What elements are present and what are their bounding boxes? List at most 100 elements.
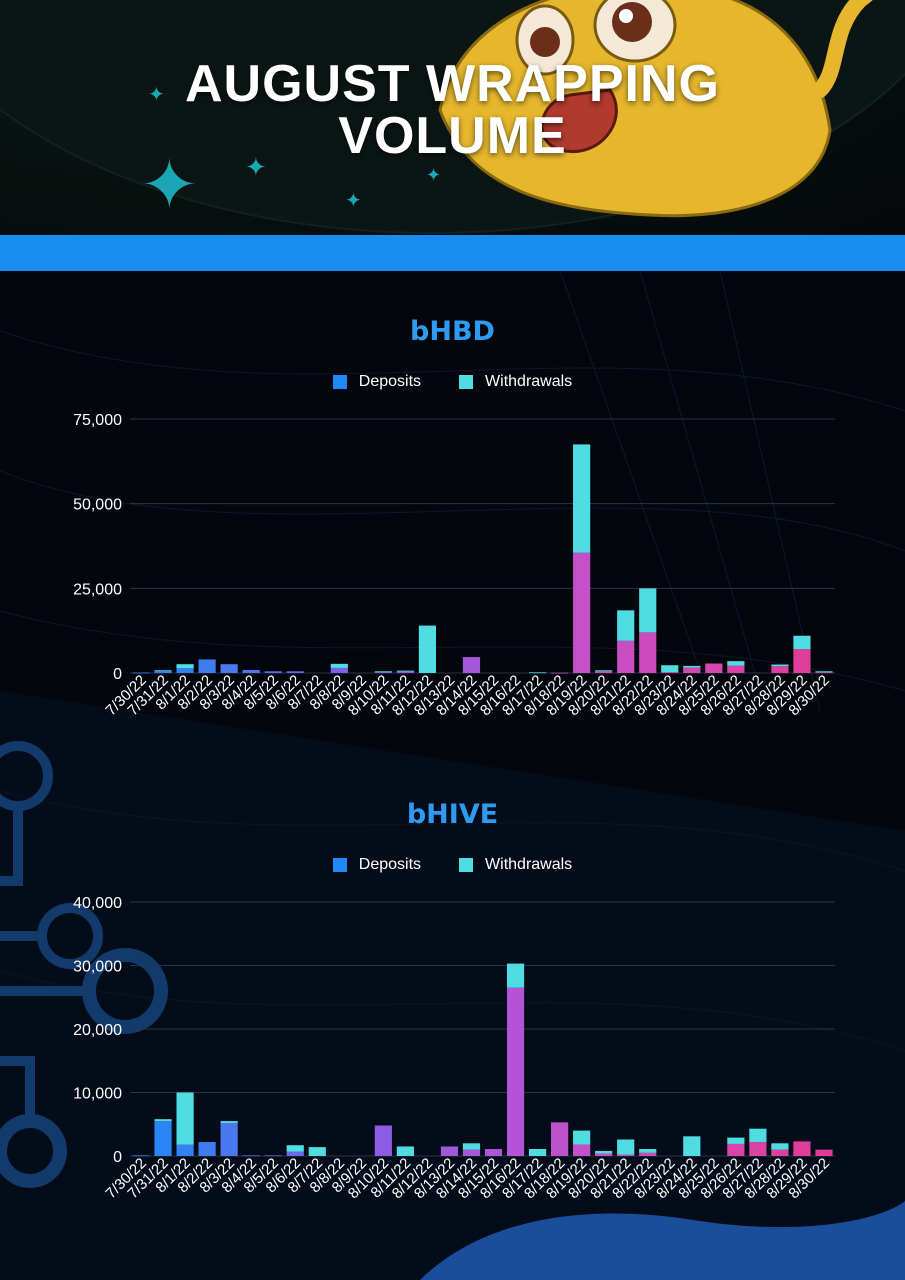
bar-deposits: [154, 1121, 172, 1156]
bar-deposits: [793, 1141, 811, 1156]
bar-deposits: [551, 1122, 569, 1156]
legend-label: Deposits: [358, 856, 422, 873]
page-title: AUGUST WRAPPING VOLUME: [0, 58, 905, 162]
bar-withdrawals: [727, 1137, 745, 1144]
bar-withdrawals: [749, 1128, 767, 1143]
sparkle-icon: ✦: [245, 152, 267, 182]
bar-withdrawals: [330, 663, 348, 668]
bar-deposits: [374, 1125, 392, 1156]
bar-withdrawals: [595, 670, 613, 672]
bar-deposits: [639, 1152, 657, 1156]
bar-deposits: [330, 667, 348, 673]
page-title-line-1: AUGUST WRAPPING: [185, 55, 720, 113]
bar-withdrawals: [595, 1150, 613, 1154]
bar-deposits: [815, 1149, 833, 1156]
bar-withdrawals: [815, 671, 833, 673]
sparkle-icon: ✦: [140, 146, 199, 224]
bar-withdrawals: [639, 1149, 657, 1153]
bar-deposits: [771, 1149, 789, 1156]
hero-banner: ✦ ✦ ✦ ✦ ✦ AUGUST WRAPPING VOLUME: [0, 0, 905, 235]
bar-withdrawals: [573, 1130, 591, 1145]
bar-deposits: [595, 671, 613, 673]
bar-deposits: [132, 1155, 150, 1157]
bar-withdrawals: [771, 664, 789, 667]
bar-deposits: [573, 1144, 591, 1156]
y-tick-label: 0: [113, 666, 122, 683]
bar-chart-bhive: 010,00020,00030,00040,0007/30/227/31/228…: [73, 895, 835, 1202]
bar-deposits: [749, 1142, 767, 1156]
bar-withdrawals: [528, 672, 547, 674]
bar-withdrawals: [154, 1119, 172, 1122]
chart-legend-bhive: Deposits Withdrawals: [0, 856, 905, 874]
bar-deposits: [396, 671, 414, 673]
y-tick-label: 0: [113, 1149, 122, 1166]
withdrawals-swatch: [459, 858, 474, 872]
bar-deposits: [617, 1154, 635, 1156]
bar-deposits: [727, 665, 745, 673]
y-tick-label: 25,000: [73, 581, 122, 598]
bar-deposits: [639, 632, 657, 673]
y-tick-label: 40,000: [73, 895, 122, 912]
bar-withdrawals: [617, 610, 635, 641]
bar-withdrawals: [418, 625, 437, 673]
bar-withdrawals: [462, 1143, 481, 1150]
deposits-swatch: [332, 375, 347, 389]
legend-label: Deposits: [358, 373, 422, 390]
bar-withdrawals: [771, 1143, 789, 1150]
bar-deposits: [793, 649, 811, 673]
bar-deposits: [727, 1143, 745, 1156]
accent-band: [0, 235, 905, 271]
bar-withdrawals: [617, 1139, 635, 1155]
deposits-swatch: [332, 858, 347, 872]
bar-withdrawals: [683, 1136, 701, 1156]
bar-withdrawals: [176, 1092, 194, 1145]
bar-withdrawals: [683, 665, 701, 668]
legend-label: Withdrawals: [485, 856, 573, 873]
chart-legend-bhbd: Deposits Withdrawals: [0, 373, 905, 391]
bar-deposits: [551, 672, 569, 674]
bar-deposits: [286, 1151, 304, 1156]
sparkle-icon: ✦: [345, 190, 362, 212]
page-title-line-2: VOLUME: [338, 107, 567, 165]
legend-label: Withdrawals: [485, 373, 573, 390]
bar-deposits: [506, 987, 525, 1156]
legend-item-withdrawals: Withdrawals: [459, 373, 572, 391]
bar-deposits: [264, 671, 282, 673]
bar-deposits: [242, 669, 260, 673]
bar-deposits: [484, 1149, 503, 1156]
bar-withdrawals: [727, 661, 745, 666]
y-tick-label: 30,000: [73, 959, 122, 976]
bar-deposits: [198, 1142, 216, 1156]
bar-withdrawals: [220, 1121, 238, 1123]
bar-deposits: [286, 671, 304, 673]
bar-deposits: [573, 552, 591, 673]
bar-withdrawals: [573, 444, 591, 553]
bar-withdrawals: [396, 670, 414, 672]
bar-deposits: [176, 668, 194, 673]
legend-item-deposits: Deposits: [332, 373, 422, 391]
withdrawals-swatch: [459, 375, 474, 389]
legend-item-withdrawals: Withdrawals: [459, 856, 572, 874]
y-tick-label: 75,000: [73, 412, 122, 429]
bar-withdrawals: [176, 664, 194, 669]
bar-deposits: [264, 1155, 282, 1157]
legend-item-deposits: Deposits: [332, 856, 422, 874]
bar-deposits: [132, 672, 150, 674]
bar-withdrawals: [661, 665, 679, 672]
bar-withdrawals: [374, 671, 392, 673]
lion-mascot-illustration: [438, 0, 873, 218]
y-tick-label: 50,000: [73, 497, 122, 514]
bar-deposits: [462, 1149, 481, 1156]
bar-deposits: [661, 671, 679, 673]
y-tick-label: 20,000: [73, 1022, 122, 1039]
bar-withdrawals: [286, 1145, 304, 1152]
bar-deposits: [374, 671, 392, 673]
bar-withdrawals: [396, 1146, 414, 1156]
bar-deposits: [462, 657, 481, 673]
bar-deposits: [815, 672, 833, 674]
bar-deposits: [771, 666, 789, 673]
bar-chart-bhbd: 025,00050,00075,0007/30/227/31/228/1/228…: [73, 412, 835, 719]
bar-deposits: [683, 667, 701, 673]
bar-withdrawals: [506, 963, 525, 988]
bar-deposits: [220, 1122, 238, 1156]
